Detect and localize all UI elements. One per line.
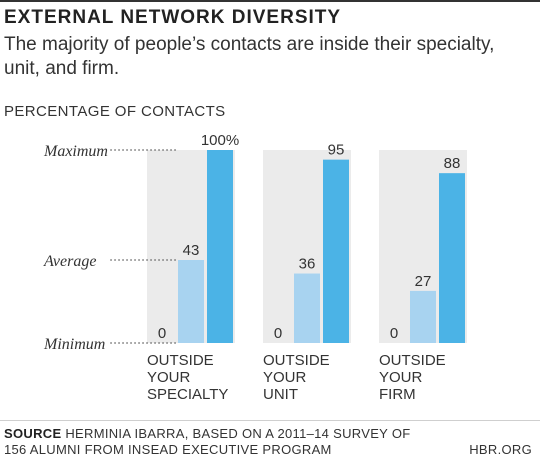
data-label-minimum: 0	[274, 325, 282, 342]
brand-label: HBR.ORG	[469, 442, 532, 457]
data-label-maximum: 88	[444, 155, 461, 172]
bar-maximum	[207, 150, 233, 343]
chart-title: EXTERNAL NETWORK DIVERSITY	[4, 7, 342, 28]
y-tick-label-minimum: Minimum	[43, 336, 105, 353]
data-label-minimum: 0	[158, 325, 166, 342]
top-rule	[0, 0, 540, 2]
category-label-line: FIRM	[379, 386, 416, 403]
source-label: SOURCE	[4, 426, 62, 441]
data-label-average: 43	[183, 242, 200, 259]
category-label-line: OUTSIDE	[263, 352, 330, 369]
data-label-average: 36	[299, 256, 316, 273]
y-tick-label-maximum: Maximum	[43, 143, 108, 160]
bar-average	[410, 290, 436, 343]
category-label-line: YOUR	[379, 369, 423, 386]
bar-average	[294, 273, 320, 343]
category-label-line: OUTSIDE	[379, 352, 446, 369]
source-note: SOURCE HERMINIA IBARRA, BASED ON A 2011–…	[4, 426, 434, 458]
data-label-maximum: 95	[328, 142, 345, 159]
footer-rule	[0, 420, 540, 421]
data-label-average: 27	[415, 273, 432, 290]
chart-subtitle: The majority of people’s contacts are in…	[4, 34, 495, 79]
category-label-line: UNIT	[263, 386, 298, 403]
y-tick-label-average: Average	[43, 253, 96, 270]
data-label-maximum: 100%	[201, 132, 239, 149]
bar-average	[178, 260, 204, 343]
category-label-line: SPECIALTY	[147, 386, 228, 403]
bar-chart: MaximumAverageMinimum043100%OUTSIDEYOURS…	[43, 132, 467, 403]
bar-maximum	[439, 173, 465, 343]
source-text: HERMINIA IBARRA, BASED ON A 2011–14 SURV…	[4, 426, 411, 457]
category-label-line: OUTSIDE	[147, 352, 214, 369]
category-label-line: YOUR	[147, 369, 191, 386]
category-label-line: YOUR	[263, 369, 307, 386]
bar-maximum	[323, 159, 349, 343]
y-axis-caption: PERCENTAGE OF CONTACTS	[4, 103, 226, 120]
data-label-minimum: 0	[390, 325, 398, 342]
